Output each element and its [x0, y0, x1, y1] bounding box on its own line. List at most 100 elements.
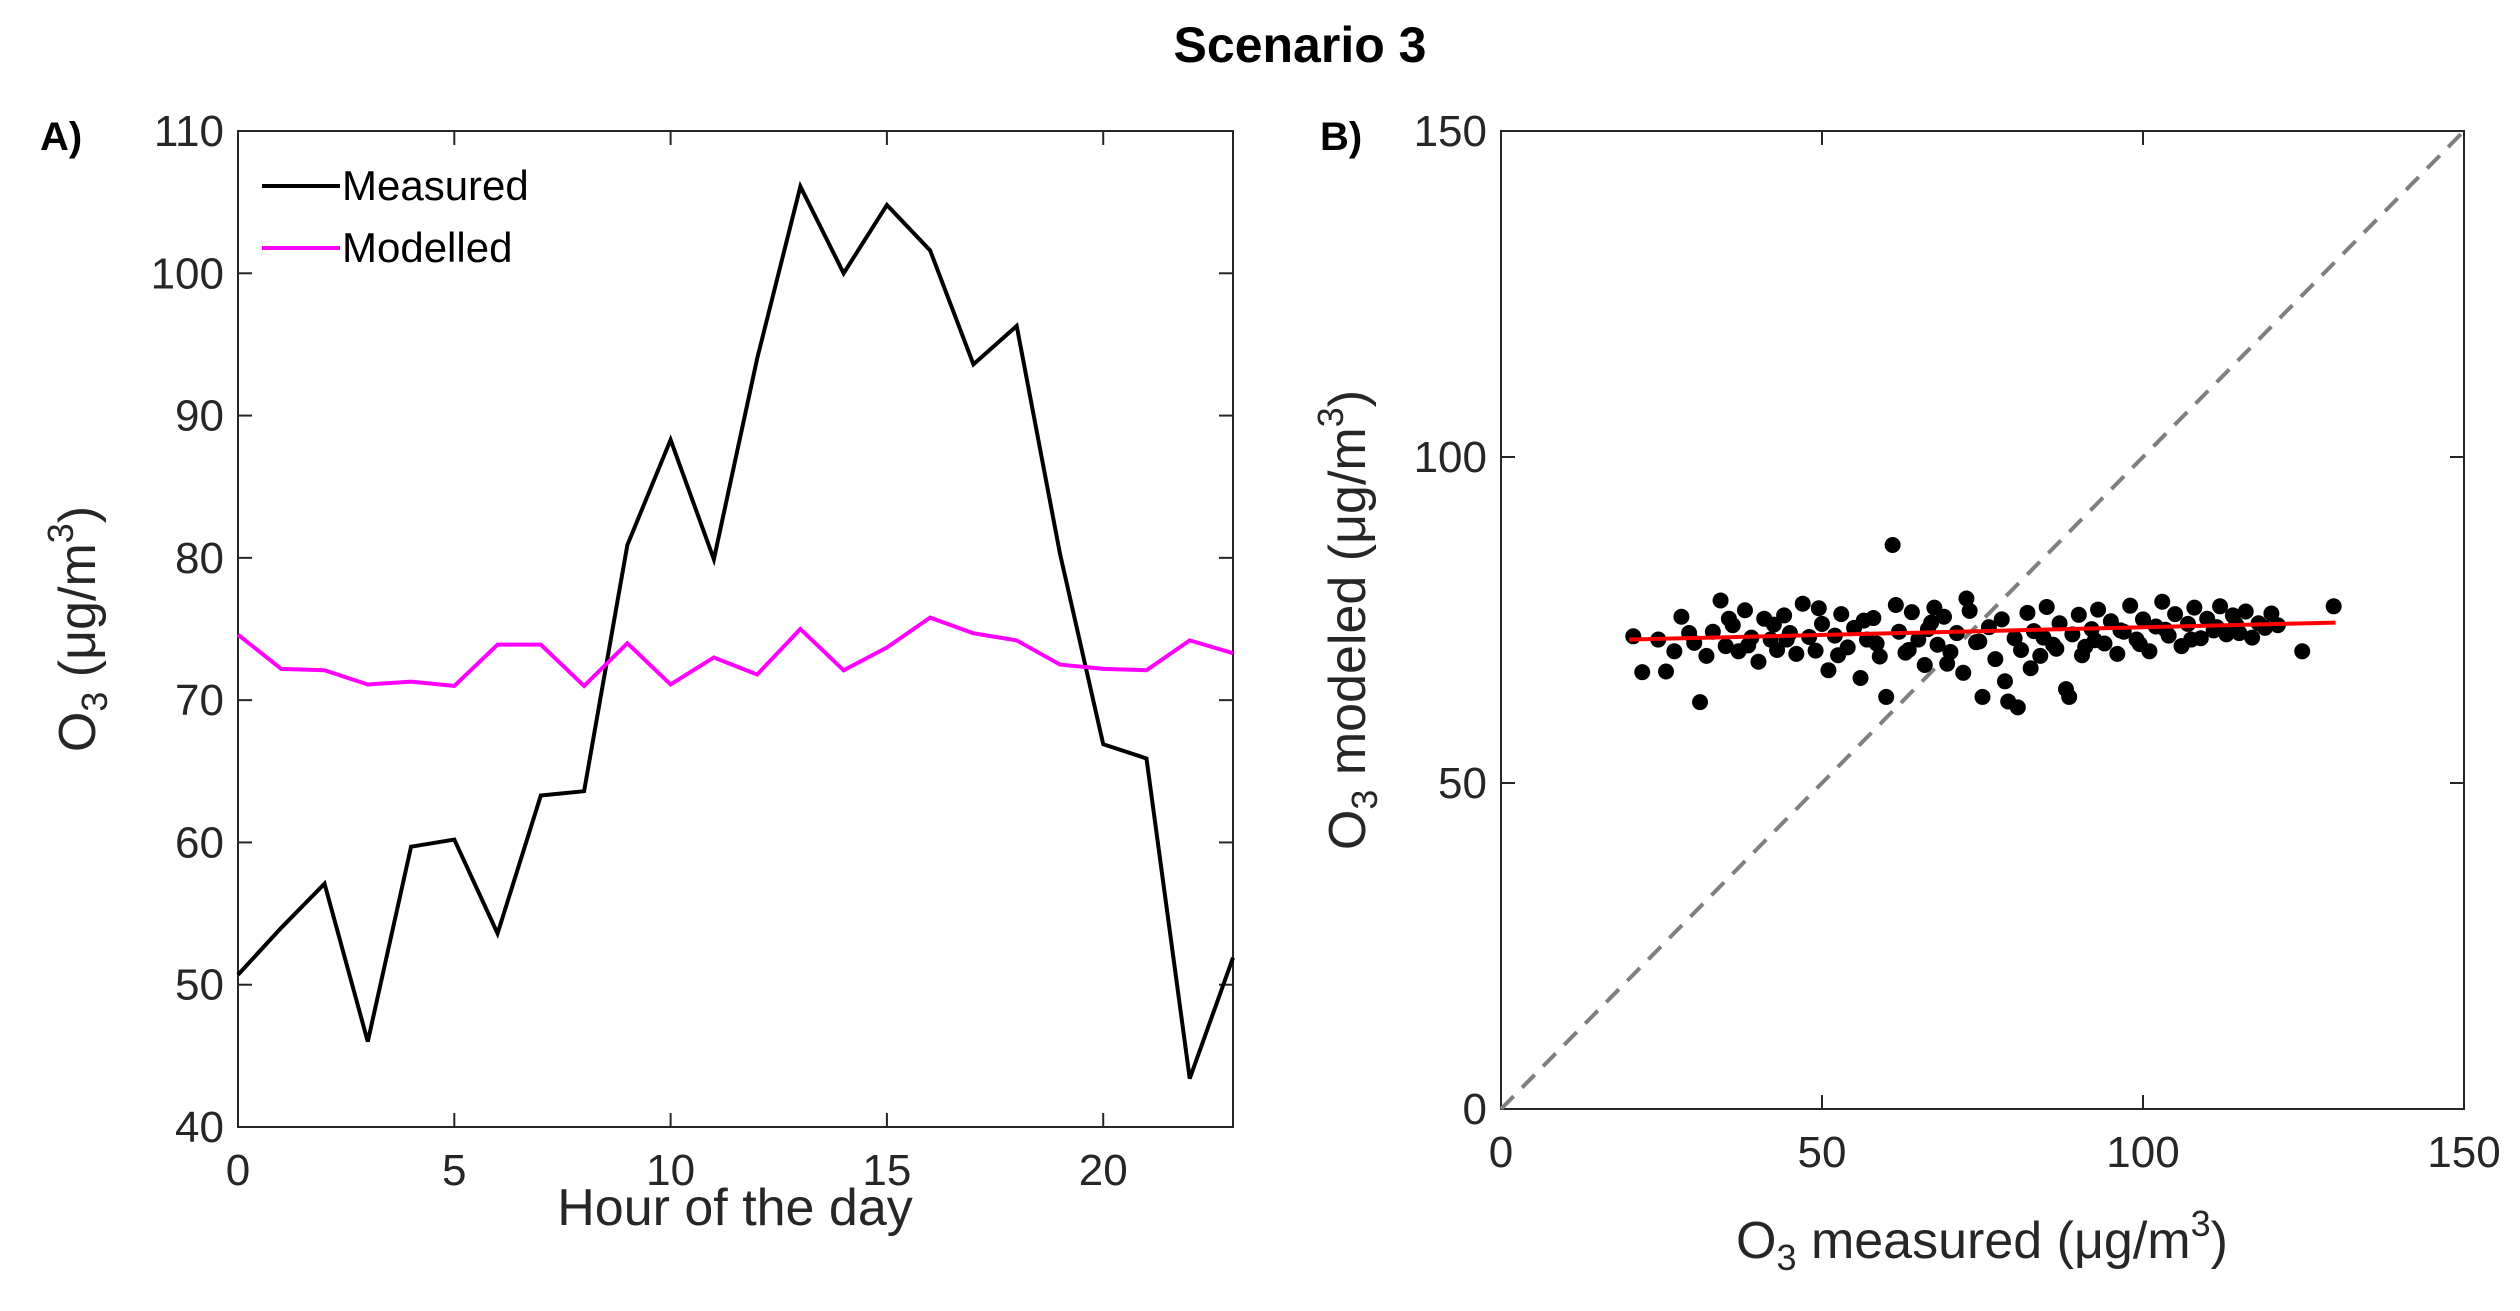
scatter-point: [1996, 673, 2013, 690]
scatter-point: [2009, 699, 2026, 716]
scatter-point: [1717, 638, 1734, 655]
scatter-point: [1625, 628, 1642, 645]
scatter-point: [2019, 604, 2036, 621]
scatter-point: [2038, 598, 2055, 615]
scatter-point: [1830, 647, 1847, 664]
scatter-point: [1673, 608, 1690, 625]
scatter-point: [1666, 643, 1683, 660]
scatter-point: [1833, 606, 1850, 623]
panel-a-ytick-label: 80: [175, 534, 224, 583]
legend-label-measured: Measured: [342, 162, 529, 209]
panel-a-ytick-label: 110: [154, 107, 224, 156]
scatter-point: [1740, 637, 1757, 654]
scatter-point: [1820, 662, 1837, 679]
panel-b-scatter-chart: B) 0 50 100 150 0 50 100 150 O3 measured (μg/m3…: [1310, 107, 2501, 1278]
scatter-point: [2237, 603, 2254, 620]
scatter-point: [1939, 655, 1956, 672]
scatter-point: [1993, 611, 2010, 628]
panel-a-ytick-label: 50: [175, 961, 224, 1010]
scatter-point: [1974, 688, 1991, 705]
scatter-point: [1871, 648, 1888, 665]
scatter-point: [2135, 611, 2151, 628]
scatter-point: [1971, 633, 1988, 650]
scatter-point: [2244, 629, 2261, 646]
scatter-point: [1926, 599, 1943, 616]
panel-a-xtick-label: 0: [226, 1146, 250, 1195]
scatter-point: [1903, 604, 1920, 621]
scatter-point: [2122, 597, 2139, 614]
scatter-point: [1855, 612, 1872, 629]
scatter-point: [1884, 537, 1901, 554]
panel-a-ytick-label: 60: [175, 818, 224, 867]
scatter-point: [2112, 622, 2129, 639]
scatter-point: [1712, 592, 1729, 609]
scatter-point: [1769, 641, 1786, 658]
panel-a-ytick-label: 100: [151, 249, 224, 298]
scatter-point: [1919, 621, 1936, 638]
scatter-point: [2048, 640, 2065, 657]
scatter-point: [1987, 651, 2004, 668]
panel-b-label: B): [1320, 115, 1362, 159]
panel-b-xtick-label: 50: [1798, 1128, 1847, 1177]
panel-a-series-line-measured: [236, 180, 1235, 1080]
scatter-point: [1634, 664, 1651, 681]
panel-a-label: A): [40, 115, 82, 159]
scatter-point: [1887, 597, 1904, 614]
scatter-point: [2006, 630, 2023, 647]
scatter-point: [2013, 641, 2030, 658]
scatter-point: [2061, 688, 2078, 705]
scatter-point: [2022, 660, 2039, 677]
scatter-point: [2086, 632, 2103, 649]
scatter-point: [2154, 593, 2171, 610]
scatter-point: [1692, 694, 1709, 711]
panel-a-series: [236, 180, 1235, 1080]
scatter-point: [2325, 598, 2342, 615]
panel-a-ytick-label: 40: [175, 1103, 224, 1152]
scatter-point: [1900, 641, 1917, 658]
scatter-point: [2157, 621, 2174, 638]
scatter-point: [2186, 599, 2203, 616]
scatter-point: [1698, 647, 1715, 664]
panel-a-xtick-label: 5: [442, 1146, 466, 1195]
scatter-point: [1810, 600, 1827, 617]
panel-b-axes-box: [1500, 130, 2465, 1110]
panel-b-ytick-label: 150: [1414, 107, 1487, 156]
panel-b-xtick-label: 100: [2106, 1128, 2179, 1177]
panel-a-series-line-modelled: [236, 615, 1234, 689]
panel-a-ylabel: O3 (μg/m3): [40, 506, 115, 752]
panel-b-xtick-label: 0: [1489, 1128, 1513, 1177]
panel-b-xlabel: O3 measured (μg/m3): [1736, 1203, 2228, 1278]
scatter-point: [1878, 688, 1895, 705]
scatter-point: [1750, 653, 1767, 670]
scatter-point: [1657, 663, 1674, 680]
scatter-point: [2167, 606, 2184, 623]
scatter-point: [1736, 602, 1753, 619]
scatter-point: [2131, 636, 2148, 653]
panel-a-xtick-label: 20: [1079, 1146, 1128, 1195]
identity-line: [1499, 129, 2466, 1111]
scatter-point: [1916, 656, 1933, 673]
scatter-point: [1929, 636, 1946, 653]
scatter-point: [1807, 642, 1824, 659]
scatter-point: [2212, 598, 2229, 615]
scatter-point: [2074, 647, 2091, 664]
scatter-point: [1765, 616, 1782, 633]
scatter-point: [1794, 595, 1811, 612]
scatter-point: [1788, 645, 1805, 662]
panel-a-ticks: 0 5 10 15 20 40 50 60 70 80 90 100 110: [151, 107, 1233, 1195]
figure-title: Scenario 3: [1174, 17, 1427, 73]
scatter-point: [2070, 606, 2087, 623]
scatter-point: [1910, 631, 1927, 648]
panel-b-ytick-label: 100: [1414, 433, 1487, 482]
panel-a-xlabel: Hour of the day: [557, 1179, 913, 1237]
scatter-point: [1720, 610, 1737, 627]
scatter-point: [1814, 615, 1830, 632]
panel-a-ytick-label: 70: [175, 676, 224, 725]
scatter-point: [1852, 670, 1869, 687]
scatter-point: [2035, 629, 2052, 646]
panel-a-line-chart: A) 0 5 10 15 20 40 50 60 70 80 90 100 110 Hour of th…: [40, 107, 1235, 1237]
scatter-point: [1868, 635, 1885, 652]
panel-b-xtick-label: 150: [2427, 1128, 2500, 1177]
scatter-point: [2109, 645, 2126, 662]
panel-a-legend: Measured Modelled: [262, 162, 529, 271]
